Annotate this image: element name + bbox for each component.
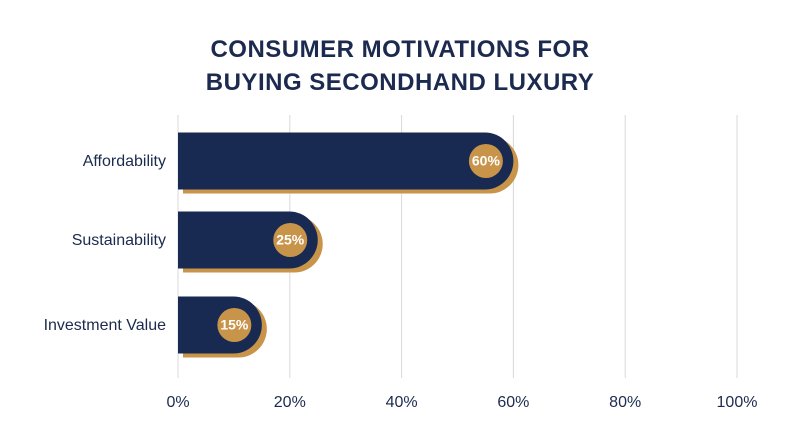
- x-tick-label-60: 60%: [497, 394, 529, 411]
- category-label-0: Affordability: [83, 153, 166, 170]
- value-badge-1: [273, 223, 308, 257]
- x-tick-label-20: 20%: [274, 394, 306, 411]
- value-badge-0: [468, 144, 503, 178]
- x-tick-label-40: 40%: [386, 394, 418, 411]
- value-badge-2: [217, 308, 252, 342]
- bar-affordability: [178, 132, 514, 190]
- x-axis-ticks: 0% 20% 40% 60% 80% 100%: [166, 394, 757, 411]
- value-label-0: 60%: [472, 153, 501, 169]
- category-label-1: Sustainability: [72, 232, 166, 249]
- chart-title-line-2: BUYING SECONDHAND LUXURY: [205, 69, 595, 96]
- bars: 60% 25% 15%: [178, 132, 519, 358]
- chart-title-line-1: CONSUMER MOTIVATIONS FOR: [210, 36, 590, 63]
- category-labels: Affordability Sustainability Investment Va…: [44, 153, 167, 334]
- value-label-2: 15%: [220, 317, 249, 333]
- x-tick-label-0: 0%: [166, 394, 189, 411]
- x-tick-label-80: 80%: [609, 394, 641, 411]
- category-label-2: Investment Value: [44, 317, 167, 334]
- x-tick-label-100: 100%: [717, 394, 758, 411]
- value-label-1: 25%: [276, 232, 305, 248]
